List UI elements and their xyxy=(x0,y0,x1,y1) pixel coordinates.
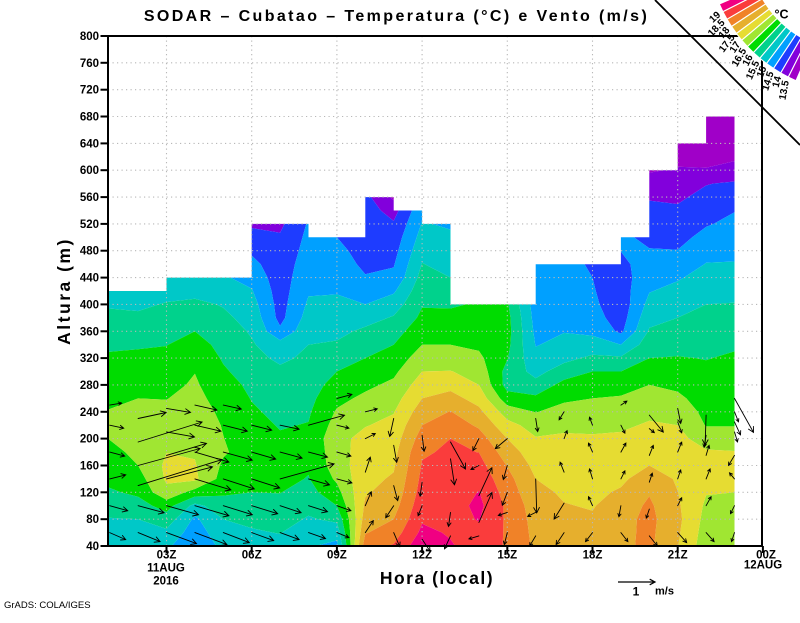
svg-text:160: 160 xyxy=(80,461,99,473)
svg-text:SODAR – Cubatao – Temperat: SODAR – Cubatao – Temperatura (°C) e Ven… xyxy=(144,8,649,25)
svg-text:280: 280 xyxy=(80,380,99,392)
svg-text:14: 14 xyxy=(771,75,784,89)
svg-text:15: 15 xyxy=(755,64,769,79)
svg-text:Altura (m): Altura (m) xyxy=(54,237,74,345)
svg-text:240: 240 xyxy=(80,407,99,419)
svg-text:00Z: 00Z xyxy=(756,550,776,562)
svg-text:120: 120 xyxy=(80,487,99,499)
svg-text:200: 200 xyxy=(80,434,99,446)
svg-text:320: 320 xyxy=(80,353,99,365)
svg-text:11AUG: 11AUG xyxy=(147,563,185,575)
svg-text:760: 760 xyxy=(80,58,99,70)
svg-text:12Z: 12Z xyxy=(412,550,432,562)
svg-text:13.5: 13.5 xyxy=(777,79,792,101)
svg-text:680: 680 xyxy=(80,112,99,124)
svg-text:80: 80 xyxy=(86,514,99,526)
svg-text:400: 400 xyxy=(80,299,99,311)
svg-text:12AUG: 12AUG xyxy=(744,560,782,572)
svg-text:720: 720 xyxy=(80,85,99,97)
svg-text:560: 560 xyxy=(80,192,99,204)
svg-text:2016: 2016 xyxy=(153,576,179,588)
svg-text:440: 440 xyxy=(80,273,99,285)
svg-text:480: 480 xyxy=(80,246,99,258)
svg-text:40: 40 xyxy=(86,541,99,553)
svg-text:18Z: 18Z xyxy=(583,550,603,562)
svg-text:360: 360 xyxy=(80,326,99,338)
svg-text:09Z: 09Z xyxy=(327,550,347,562)
svg-text:°C: °C xyxy=(774,8,788,22)
svg-text:m/s: m/s xyxy=(655,586,674,598)
svg-text:1: 1 xyxy=(633,585,640,599)
svg-text:03Z: 03Z xyxy=(157,550,177,562)
svg-text:640: 640 xyxy=(80,138,99,150)
svg-text:600: 600 xyxy=(80,165,99,177)
svg-text:16: 16 xyxy=(741,53,756,68)
svg-text:800: 800 xyxy=(80,31,99,43)
svg-text:Hora (local): Hora (local) xyxy=(380,568,494,588)
svg-text:GrADS: COLA/IGES: GrADS: COLA/IGES xyxy=(4,600,91,611)
svg-text:21Z: 21Z xyxy=(668,550,688,562)
svg-text:520: 520 xyxy=(80,219,99,231)
svg-text:06Z: 06Z xyxy=(242,550,262,562)
svg-text:15Z: 15Z xyxy=(497,550,517,562)
